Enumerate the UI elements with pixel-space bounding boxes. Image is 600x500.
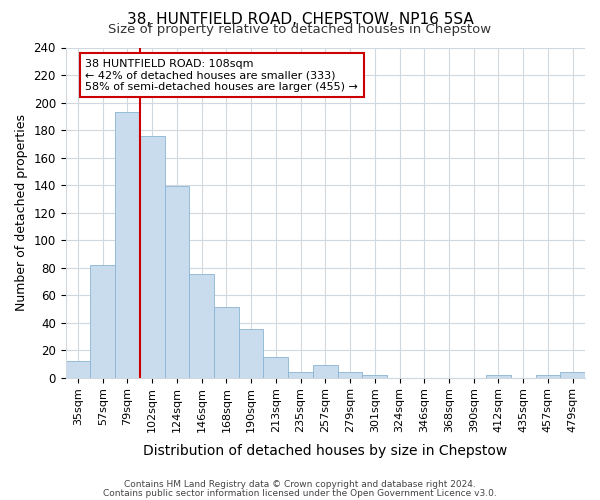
Bar xyxy=(91,265,115,378)
Bar xyxy=(288,372,313,378)
Bar xyxy=(338,372,362,378)
Bar xyxy=(65,361,91,378)
Bar xyxy=(164,186,190,378)
Bar xyxy=(239,330,263,378)
Bar xyxy=(214,308,239,378)
Text: Contains public sector information licensed under the Open Government Licence v3: Contains public sector information licen… xyxy=(103,488,497,498)
Bar xyxy=(560,372,585,378)
Text: 38, HUNTFIELD ROAD, CHEPSTOW, NP16 5SA: 38, HUNTFIELD ROAD, CHEPSTOW, NP16 5SA xyxy=(127,12,473,28)
Text: Contains HM Land Registry data © Crown copyright and database right 2024.: Contains HM Land Registry data © Crown c… xyxy=(124,480,476,489)
Bar xyxy=(362,375,387,378)
Bar xyxy=(140,136,164,378)
Text: 38 HUNTFIELD ROAD: 108sqm
← 42% of detached houses are smaller (333)
58% of semi: 38 HUNTFIELD ROAD: 108sqm ← 42% of detac… xyxy=(85,58,358,92)
X-axis label: Distribution of detached houses by size in Chepstow: Distribution of detached houses by size … xyxy=(143,444,508,458)
Bar xyxy=(486,375,511,378)
Bar xyxy=(263,357,288,378)
Bar xyxy=(190,274,214,378)
Text: Size of property relative to detached houses in Chepstow: Size of property relative to detached ho… xyxy=(109,22,491,36)
Bar xyxy=(313,365,338,378)
Y-axis label: Number of detached properties: Number of detached properties xyxy=(15,114,28,311)
Bar xyxy=(115,112,140,378)
Bar xyxy=(536,375,560,378)
